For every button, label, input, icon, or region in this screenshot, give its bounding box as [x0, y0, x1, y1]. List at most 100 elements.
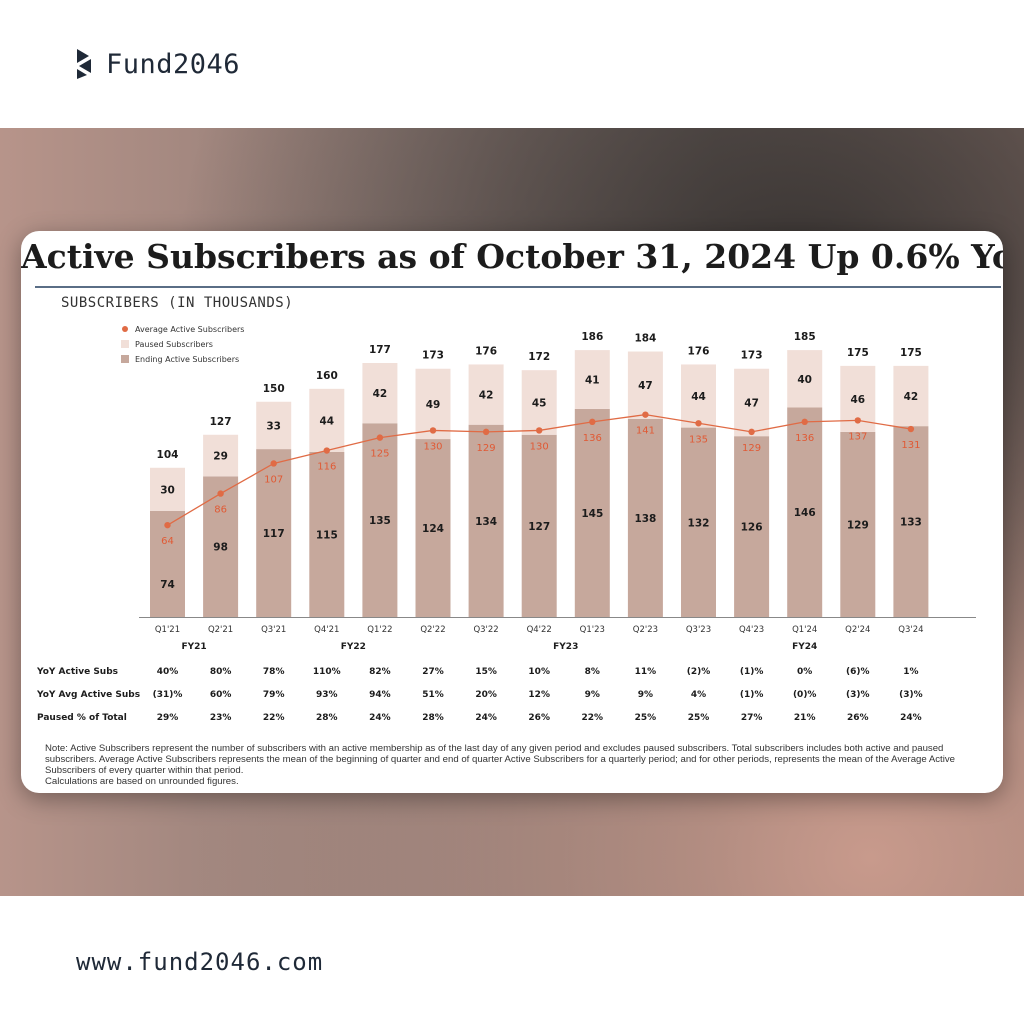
table-cell: (3)%: [899, 690, 923, 700]
legend-marker-paused: [121, 340, 129, 348]
paused-label: 42: [373, 388, 388, 400]
x-tick-label: Q2'21: [208, 625, 233, 635]
total-label: 184: [634, 333, 656, 345]
table-cell: 82%: [369, 667, 391, 677]
paused-label: 45: [532, 397, 547, 409]
x-tick-label: Q3'24: [898, 625, 923, 635]
table-cell: 23%: [210, 713, 232, 723]
chart-subtitle: SUBSCRIBERS (IN THOUSANDS): [61, 295, 294, 311]
title-divider: [35, 286, 1001, 288]
total-label: 160: [316, 370, 338, 382]
paused-label: 44: [319, 415, 334, 427]
total-label: 173: [422, 350, 444, 362]
footnote: Note: Active Subscribers represent the n…: [45, 743, 985, 787]
paused-label: 47: [638, 380, 653, 392]
average-label: 136: [795, 433, 814, 444]
table-cell: 24%: [475, 713, 497, 723]
footer-url: www.fund2046.com: [76, 948, 324, 976]
paused-label: 49: [426, 399, 441, 411]
active-bar: [309, 451, 345, 617]
paused-label: 33: [266, 420, 281, 432]
paused-label: 46: [850, 394, 865, 406]
active-label: 135: [369, 515, 391, 527]
table-cell: 27%: [741, 713, 763, 723]
paused-bar: [734, 368, 770, 437]
x-tick-label: Q2'23: [633, 625, 658, 635]
average-label: 137: [848, 431, 867, 442]
active-bar: [256, 449, 292, 617]
x-tick-label: Q2'24: [845, 625, 870, 635]
paused-bar: [521, 370, 557, 435]
average-label: 125: [370, 449, 389, 460]
x-tick-label: Q4'23: [739, 625, 764, 635]
active-bar: [574, 408, 610, 617]
table-cell: 28%: [316, 713, 338, 723]
active-label: 126: [741, 522, 763, 534]
active-label: 145: [581, 508, 603, 520]
active-bar: [150, 510, 185, 617]
total-label: 185: [794, 331, 816, 343]
active-bar: [840, 431, 876, 617]
total-label: 175: [900, 347, 922, 359]
active-bar: [362, 423, 398, 617]
table-row-label: YoY Active Subs: [36, 667, 118, 677]
table-cell: 28%: [422, 713, 444, 723]
active-bar: [415, 439, 451, 617]
table-cell: 10%: [528, 667, 550, 677]
table-cell: 22%: [582, 713, 604, 723]
active-bar: [734, 436, 770, 617]
table-cell: 25%: [635, 713, 657, 723]
average-label: 136: [583, 433, 602, 444]
average-point: [164, 521, 171, 529]
fiscal-year-label: FY21: [181, 642, 206, 652]
footnote-text: Note: Active Subscribers represent the n…: [45, 743, 955, 776]
average-label: 131: [901, 440, 920, 451]
table-cell: 94%: [369, 690, 391, 700]
table-cell: 26%: [847, 713, 869, 723]
table-cell: 25%: [688, 713, 710, 723]
table-cell: 24%: [900, 713, 922, 723]
table-cell: 8%: [585, 667, 600, 677]
average-label: 135: [689, 434, 708, 445]
fiscal-year-label: FY23: [553, 642, 578, 652]
table-cell: 0%: [797, 667, 812, 677]
table-cell: 9%: [638, 690, 653, 700]
x-tick-label: Q4'21: [314, 625, 339, 635]
paused-label: 30: [160, 484, 175, 496]
total-label: 127: [210, 416, 232, 428]
brand-name: Fund2046: [106, 48, 241, 80]
fiscal-year-label: FY24: [792, 642, 817, 652]
paused-label: 41: [585, 375, 600, 387]
table-cell: 29%: [157, 713, 179, 723]
table-cell: (1)%: [740, 690, 764, 700]
table-cell: 26%: [528, 713, 550, 723]
active-label: 133: [900, 517, 922, 529]
paused-label: 44: [691, 391, 706, 403]
x-tick-label: Q4'22: [527, 625, 552, 635]
table-cell: 20%: [475, 690, 497, 700]
table-cell: (3)%: [846, 690, 870, 700]
table-cell: 78%: [263, 667, 285, 677]
average-label: 64: [161, 536, 174, 547]
legend-marker-average: [122, 326, 128, 332]
active-label: 146: [794, 507, 816, 519]
table-cell: 24%: [369, 713, 391, 723]
average-label: 141: [636, 426, 655, 437]
table-cell: 9%: [585, 690, 600, 700]
total-label: 175: [847, 347, 869, 359]
total-label: 172: [528, 351, 550, 363]
paused-label: 47: [744, 397, 759, 409]
active-bar: [521, 434, 557, 617]
total-label: 176: [688, 345, 710, 357]
active-label: 127: [528, 521, 550, 533]
average-point: [695, 420, 702, 427]
table-cell: 21%: [794, 713, 816, 723]
x-tick-label: Q1'22: [367, 625, 392, 635]
table-cell: 51%: [422, 690, 444, 700]
active-label: 74: [160, 579, 175, 591]
total-label: 176: [475, 345, 497, 357]
x-tick-label: Q2'22: [420, 625, 445, 635]
table-cell: 4%: [691, 690, 706, 700]
active-label: 115: [316, 529, 338, 541]
total-label: 173: [741, 350, 763, 362]
